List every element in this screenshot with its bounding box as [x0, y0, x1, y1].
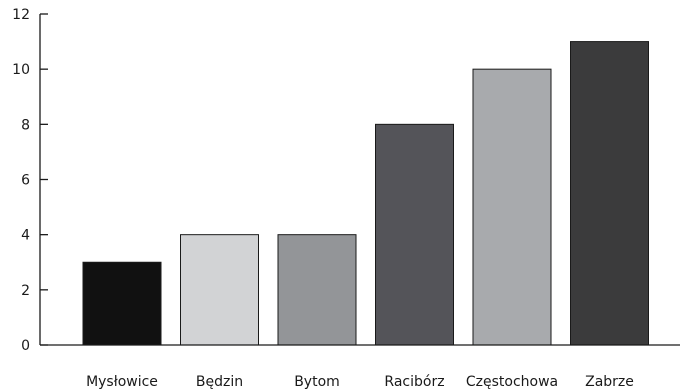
bar-5	[570, 41, 649, 346]
y-tick-label: 4	[21, 228, 30, 244]
x-category-label: Racibórz	[384, 374, 444, 390]
y-tick-label: 0	[21, 338, 30, 354]
x-axis: Mysłowice Będzin Bytom Racibórz Częstochowa Z…	[40, 344, 680, 390]
x-category-label: Mysłowice	[86, 374, 158, 390]
x-category-label: Zabrze	[585, 374, 634, 390]
y-axis: 0 2 4 6 8 10 12	[12, 7, 48, 354]
y-tick-label: 10	[12, 62, 30, 78]
y-tick-label: 2	[21, 283, 30, 299]
x-category-label: Częstochowa	[466, 374, 558, 390]
bars	[82, 41, 649, 346]
bar-1	[180, 234, 259, 346]
bar-0	[82, 261, 162, 346]
bar-3	[375, 123, 454, 346]
x-category-label: Bytom	[294, 374, 340, 390]
x-category-label: Będzin	[196, 374, 243, 390]
y-tick-label: 8	[21, 117, 30, 133]
bar-2	[277, 234, 357, 346]
y-tick-label: 12	[12, 7, 30, 23]
y-tick-label: 6	[21, 173, 30, 189]
bar-4	[472, 68, 552, 346]
